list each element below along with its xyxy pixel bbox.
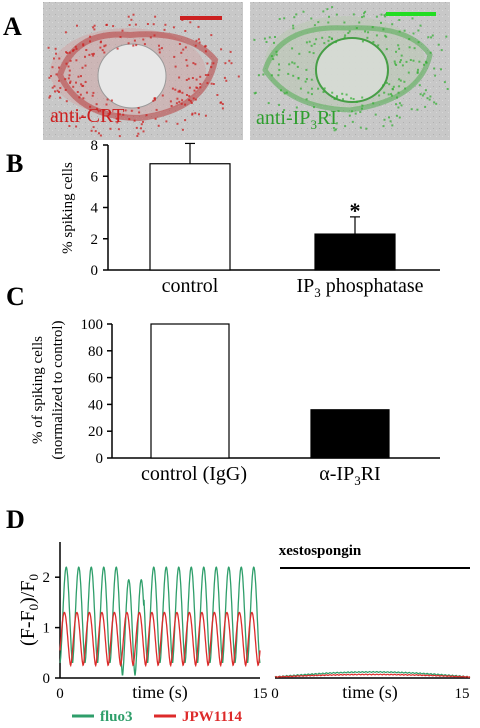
micrograph-crt: anti-CRT — [43, 2, 243, 140]
chart-c: 0 20 40 60 80 100 — [81, 317, 440, 467]
significance-star: * — [350, 198, 361, 223]
panel-c-cat2: α-IP3RI — [319, 463, 380, 488]
panel-d-xtick-label: 0 — [271, 686, 279, 702]
panel-b-letter: B — [6, 149, 23, 178]
panel-d-ylabel: (F-F0)/F0 — [17, 574, 41, 646]
panel-c-ytick-label: 20 — [88, 424, 103, 440]
panel-b-cat2: IP3 phosphatase — [296, 275, 423, 300]
trace-JPW1114-xestospongin — [274, 673, 471, 678]
trace-fluo3-control — [59, 566, 261, 676]
panel-c-ylabel-line1: % of spiking cells — [30, 336, 46, 444]
panel-c-bar — [310, 409, 390, 459]
panel-b-ytick-label: 4 — [91, 201, 99, 217]
scale-bar-red — [180, 16, 222, 20]
treatment-label: xestospongin — [279, 543, 362, 559]
panel-b-ylabel: % spiking cells — [60, 162, 76, 254]
chart-b: 0 2 4 6 8 — [91, 138, 440, 279]
panel-d-ytick-label: 2 — [43, 570, 51, 586]
panel-a-letter: A — [3, 12, 22, 41]
trace-fluo3-xestospongin — [274, 670, 471, 678]
panel-c-letter: C — [6, 282, 25, 311]
legend-label-JPW1114: JPW1114 — [182, 709, 243, 725]
panel-d-ytick-label: 1 — [43, 621, 51, 637]
panel-b-ytick-label: 6 — [91, 169, 99, 185]
panel-d-xtick-label: 15 — [455, 686, 470, 702]
legend: fluo3 JPW1114 — [72, 709, 243, 725]
panel-d-xlabel-right: time (s) — [342, 682, 398, 703]
panel-c-ylabel-line2: (normalized to control) — [50, 320, 66, 459]
panel-c-ytick-label: 100 — [81, 317, 104, 333]
panel-d-xtick-label: 0 — [56, 686, 64, 702]
panel-b-bar — [149, 163, 231, 271]
panel-d-xtick-label: 15 — [253, 686, 268, 702]
trace-JPW1114-control — [59, 611, 261, 668]
scale-bar-green — [386, 12, 436, 16]
panel-c-ytick-label: 0 — [96, 451, 104, 467]
panel-c-ytick-label: 40 — [88, 397, 103, 413]
panel-b-ytick-label: 2 — [91, 232, 99, 248]
panel-b-cat1: control — [162, 275, 219, 297]
panel-d-ytick-label: 0 — [43, 671, 51, 687]
panel-b-ytick-label: 0 — [91, 263, 99, 279]
panel-c-ytick-label: 80 — [88, 344, 103, 360]
panel-c-cat1: control (IgG) — [141, 463, 247, 485]
panel-d-xlabel-left: time (s) — [132, 682, 188, 703]
panel-c-bar — [150, 323, 230, 459]
micrograph-ip3ri: anti-IP3RI — [250, 2, 450, 140]
panel-c-ytick-label: 60 — [88, 371, 103, 387]
panel-d-letter: D — [6, 505, 25, 534]
legend-label-fluo3: fluo3 — [100, 709, 133, 725]
label-anti-ip3ri: anti-IP3RI — [256, 107, 337, 132]
label-anti-crt: anti-CRT — [50, 105, 124, 127]
panel-b-ytick-label: 8 — [91, 138, 99, 154]
panel-b-bar — [314, 233, 396, 271]
